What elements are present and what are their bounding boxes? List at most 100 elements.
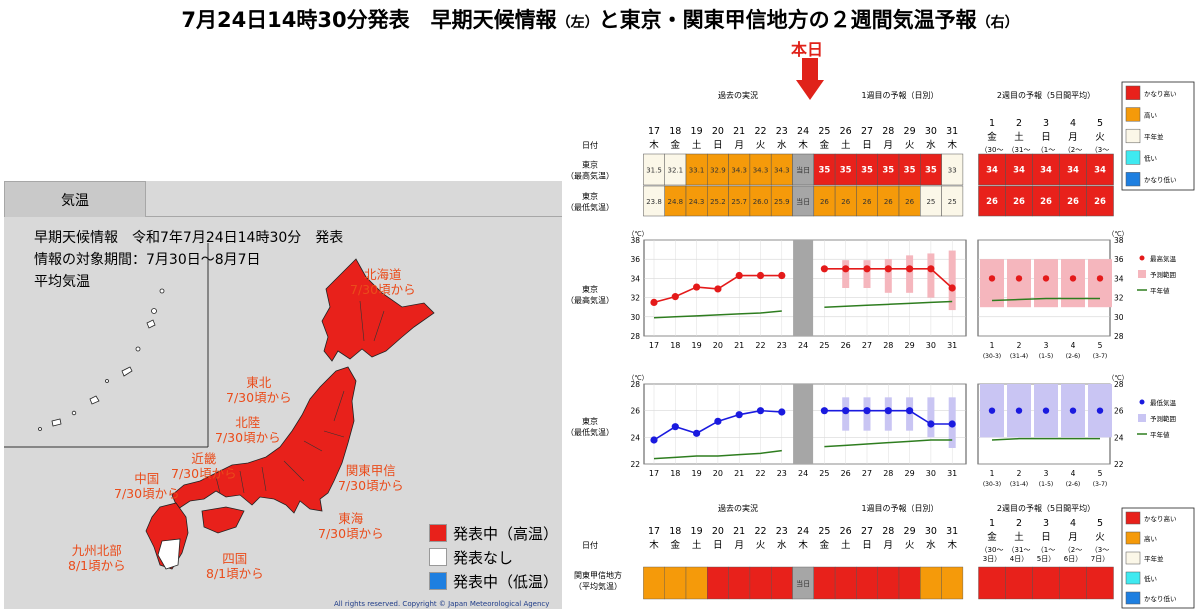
week2-cell-tokyo-max bbox=[1005, 153, 1033, 186]
category-legend-swatch bbox=[1125, 511, 1141, 525]
week2-num-top: 2 bbox=[1016, 118, 1022, 129]
kanto-week2-cell bbox=[1032, 566, 1060, 600]
category-legend-label: かなり高い bbox=[1144, 514, 1177, 523]
legend-range-tmax bbox=[1138, 270, 1146, 278]
date-weekday-top: 土 bbox=[692, 139, 702, 151]
legend-high-swatch bbox=[429, 524, 447, 542]
week2-point-tmax bbox=[1015, 275, 1023, 282]
tab-temperature[interactable]: 気温 bbox=[4, 181, 146, 217]
week2-x-sublabel-tmax: (31-4) bbox=[1010, 353, 1028, 360]
week2-x-label-tmin: 2 bbox=[1017, 469, 1022, 478]
data-point-tmin bbox=[778, 408, 786, 416]
y-unit-label-tmax: （℃） bbox=[628, 230, 648, 238]
category-legend-swatch bbox=[1125, 551, 1141, 565]
week2-point-tmax bbox=[1042, 275, 1050, 282]
x-tick-label-tmin: 19 bbox=[692, 469, 702, 478]
table-cell-tokyo-min bbox=[941, 185, 964, 217]
week2-x-sublabel-tmin: (30-3) bbox=[983, 481, 1001, 488]
week2-num-bottom: 4 bbox=[1070, 518, 1076, 529]
x-tick-label-tmax: 26 bbox=[841, 341, 851, 350]
category-legend-label: 低い bbox=[1144, 154, 1157, 163]
week2-range-bottom: （30～ bbox=[981, 546, 1004, 554]
date-day-top: 20 bbox=[712, 126, 724, 137]
kanto-cell bbox=[813, 566, 836, 600]
range-bar-tmax bbox=[842, 260, 850, 288]
y-tick-label-right-tmax: 38 bbox=[1114, 236, 1124, 245]
week2-x-sublabel-tmin: (3-7) bbox=[1093, 481, 1107, 488]
y-tick-label-right-tmax: 32 bbox=[1114, 294, 1124, 303]
region-hokuriku-date: 7/30頃から bbox=[215, 430, 281, 445]
y-tick-label-right-tmax: 30 bbox=[1114, 313, 1124, 322]
y-tick-label-tmin: 24 bbox=[630, 433, 640, 442]
week2-range-bottom: （31～ bbox=[1008, 546, 1031, 554]
week2-x-label-tmin: 4 bbox=[1071, 469, 1076, 478]
japan-map bbox=[4, 243, 435, 570]
data-point-tmax bbox=[756, 271, 765, 280]
kanto-cell bbox=[685, 566, 708, 600]
y-tick-label-tmax: 32 bbox=[630, 294, 640, 303]
data-point-tmin bbox=[735, 411, 743, 419]
kanto-cell bbox=[877, 566, 900, 600]
table-value-tokyo-min: 25 bbox=[926, 198, 935, 206]
date-weekday-top: 火 bbox=[756, 140, 766, 151]
kanto-cell bbox=[941, 566, 964, 600]
category-legend-swatch bbox=[1125, 150, 1141, 165]
kanto-cell bbox=[643, 566, 665, 600]
x-tick-label-tmax: 30 bbox=[926, 341, 936, 350]
x-tick-label-tmin: 24 bbox=[798, 469, 808, 478]
week2-num-top: 4 bbox=[1070, 118, 1076, 129]
category-legend-label: 平年並 bbox=[1144, 554, 1164, 563]
week2-num-top: 3 bbox=[1043, 118, 1049, 129]
region-kanto-koshin-date: 7/30頃から bbox=[338, 478, 404, 493]
week2-x-label-tmax: 1 bbox=[990, 341, 995, 350]
legend-none-swatch bbox=[429, 548, 447, 566]
week2-x-sublabel-tmax: (30-3) bbox=[983, 353, 1001, 360]
legend-range-tmin bbox=[1138, 414, 1146, 422]
date-day-bottom: 24 bbox=[797, 526, 809, 537]
row-label-tokyo-max: 東京 bbox=[582, 160, 598, 170]
title-small-2: （右） bbox=[976, 15, 1019, 31]
week2-range-top: （31～ bbox=[1008, 146, 1031, 154]
region-chugoku-name: 中国 bbox=[134, 471, 160, 486]
x-tick-label-tmin: 23 bbox=[777, 469, 787, 478]
week2-x-sublabel-tmax: (1-5) bbox=[1039, 353, 1053, 360]
kanto-cell bbox=[834, 566, 857, 600]
x-tick-label-tmax: 23 bbox=[777, 341, 787, 350]
table-value-tokyo-min: 25 bbox=[948, 198, 957, 206]
date-day-top: 27 bbox=[861, 126, 873, 137]
week2-cell-tokyo-min bbox=[1032, 185, 1060, 217]
x-tick-label-tmax: 21 bbox=[734, 341, 744, 350]
section-label-past: 過去の実況 bbox=[718, 90, 758, 100]
week2-weekday-top: 日 bbox=[1041, 132, 1051, 143]
week2-normal-line-tmax bbox=[991, 297, 1100, 302]
kanto-week2-cell bbox=[978, 566, 1006, 600]
week2-point-tmin bbox=[988, 407, 996, 414]
x-tick-label-tmin: 25 bbox=[819, 469, 829, 478]
date-weekday-top: 火 bbox=[905, 140, 915, 151]
date-weekday-top: 金 bbox=[671, 139, 681, 151]
table-value-tokyo-max: 34.3 bbox=[731, 167, 747, 175]
week2-x-label-tmin: 3 bbox=[1044, 469, 1049, 478]
date-weekday-bottom: 日 bbox=[713, 540, 723, 551]
category-legend-swatch bbox=[1125, 107, 1141, 122]
week2-weekday-bottom: 火 bbox=[1095, 532, 1105, 543]
title-small-1: （左） bbox=[556, 15, 599, 31]
x-tick-label-tmax: 20 bbox=[713, 341, 723, 350]
map-info-line-1: 早期天候情報 令和7年7月24日14時30分 発表 bbox=[34, 230, 344, 246]
date-day-top: 30 bbox=[925, 126, 937, 137]
region-hokkaido-name: 北海道 bbox=[364, 267, 402, 282]
map-legend-item: 発表なし bbox=[429, 545, 558, 569]
region-tokai-name: 東海 bbox=[338, 511, 364, 526]
table-value-tokyo-max: 35 bbox=[861, 166, 873, 176]
region-kanto-koshin: 関東甲信 7/30頃から bbox=[338, 463, 404, 493]
date-weekday-bottom: 金 bbox=[820, 539, 830, 551]
x-tick-label-tmax: 31 bbox=[947, 341, 957, 350]
y-tick-label-tmax: 36 bbox=[630, 255, 640, 264]
table-value-tokyo-min: 26 bbox=[863, 198, 872, 206]
date-day-bottom: 23 bbox=[776, 526, 788, 537]
region-kinki-date: 7/30頃から bbox=[171, 466, 237, 481]
week2-value-tokyo-max: 34 bbox=[1067, 166, 1079, 176]
table-value-tokyo-max: 33 bbox=[948, 167, 957, 175]
date-day-top: 24 bbox=[797, 126, 809, 137]
legend-low-swatch bbox=[429, 572, 447, 590]
